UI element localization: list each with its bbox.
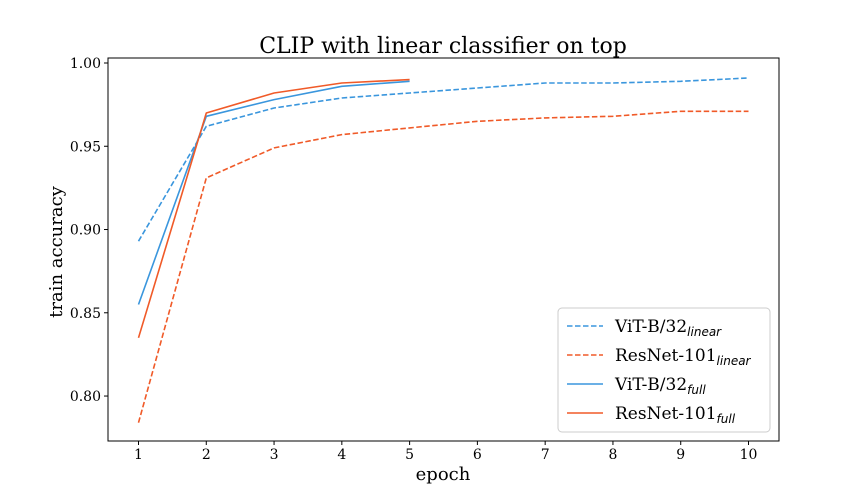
series-line-1: [137, 77, 749, 242]
x-tick-label: 3: [270, 447, 279, 463]
x-tick-label: 8: [608, 447, 617, 463]
legend-label-1: ViT-B/32linear: [614, 317, 722, 339]
x-tick-label: 1: [134, 447, 143, 463]
chart-title: CLIP with linear classifier on top: [259, 34, 627, 59]
x-tick-label: 7: [541, 447, 550, 463]
x-tick-label: 10: [740, 447, 758, 463]
series-line-3: [137, 80, 410, 305]
series-line-2: [137, 110, 749, 423]
x-tick-label: 4: [337, 447, 346, 463]
x-tick-label: 5: [405, 447, 414, 463]
series-line-4: [137, 78, 410, 339]
legend-label-3: ViT-B/32full: [614, 375, 706, 397]
legend: ViT-B/32linear ResNet-101linear ViT-B/32fu…: [557, 307, 771, 433]
y-tick-label: 0.95: [70, 139, 101, 155]
legend-label-4: ResNet-101full: [615, 404, 736, 426]
x-tick-label: 9: [676, 447, 685, 463]
x-axis-label: epoch: [416, 464, 471, 485]
plot-frame: [107, 57, 780, 442]
legend-box: [557, 307, 771, 433]
y-axis-label: train accuracy: [46, 185, 67, 318]
plot-area: 1 2 3 4 5 6 7 8 9 10 0.80 0.85 0.90 0.95 1.00: [70, 56, 780, 463]
x-tick-label: 2: [202, 447, 211, 463]
y-tick-label: 0.90: [70, 223, 101, 239]
y-tick-label: 0.85: [70, 306, 101, 322]
legend-label-2: ResNet-101linear: [615, 346, 752, 368]
y-tick-label: 0.80: [70, 389, 101, 405]
x-tick-label: 6: [473, 447, 482, 463]
y-tick-label: 1.00: [70, 56, 101, 72]
